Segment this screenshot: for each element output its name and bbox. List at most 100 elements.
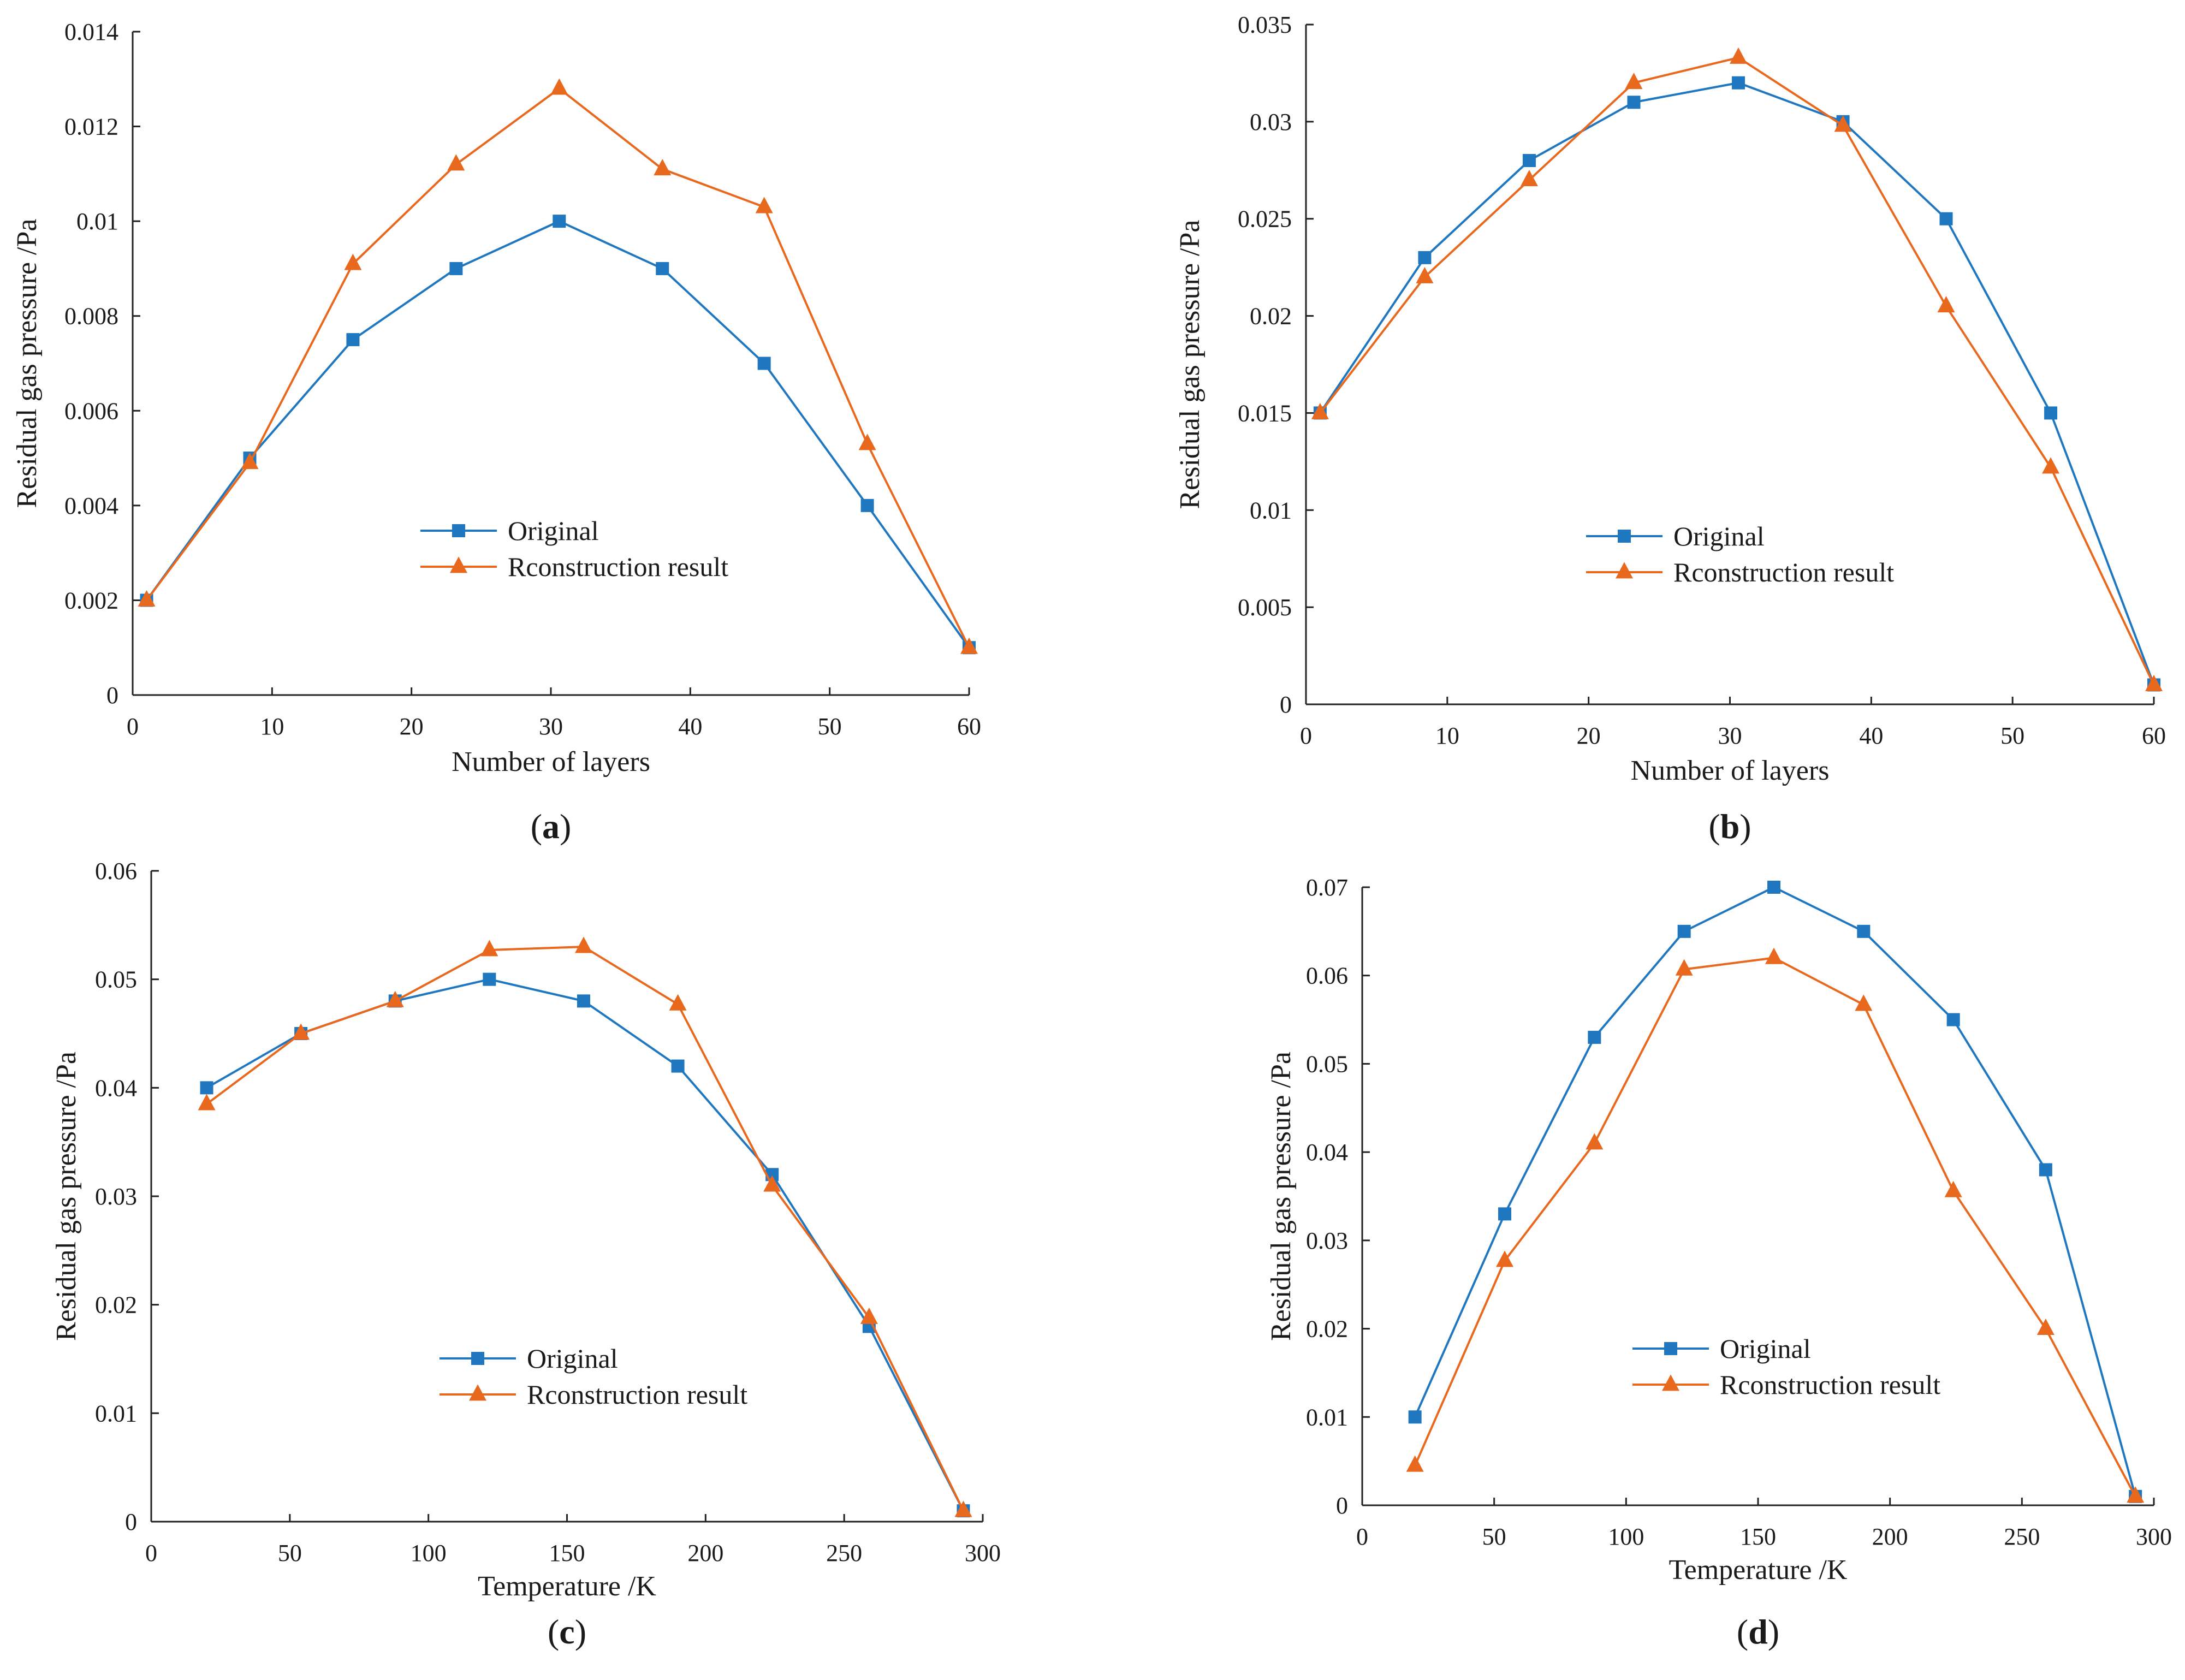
- series-line: [206, 978, 965, 1512]
- data-point: [1498, 1207, 1511, 1221]
- data-point: [292, 1023, 310, 1040]
- chart-panel-d: 0 0.01 0.02 0.03 0.04 0.05 0.06 0.07 0 50 100 150 20…: [1266, 874, 2172, 1651]
- x-tick-label: 20: [1577, 722, 1601, 749]
- data-point: [483, 972, 496, 986]
- data-point: [2127, 1486, 2145, 1503]
- panel-label: (d): [1737, 1612, 1779, 1651]
- y-tick-label: 0.01: [95, 1400, 137, 1427]
- x-tick-label: 200: [687, 1540, 723, 1566]
- data-point: [954, 1500, 972, 1517]
- y-axis-title: Residual gas pressure /Pa: [51, 1052, 82, 1341]
- data-point: [1730, 47, 1748, 64]
- x-tick-label: 150: [549, 1540, 585, 1566]
- chart-panel-c: 0 0.01 0.02 0.03 0.04 0.05 0.06 0 50 100 150 200 250…: [51, 858, 1001, 1651]
- panel-label: (c): [548, 1612, 586, 1651]
- x-tick-label: 250: [826, 1540, 862, 1566]
- data-point: [480, 940, 498, 957]
- data-point: [1767, 881, 1780, 894]
- data-point: [198, 1094, 216, 1111]
- data-point: [138, 590, 156, 607]
- legend-label: Rconstruction result: [527, 1379, 747, 1410]
- x-tick-label: 300: [965, 1540, 1001, 1566]
- x-axis-title: Temperature /K: [478, 1571, 656, 1602]
- data-point: [755, 197, 773, 213]
- x-tick-label: 30: [539, 713, 563, 740]
- data-point: [671, 1059, 685, 1073]
- data-point: [1732, 76, 1745, 90]
- data-point: [1937, 296, 1955, 313]
- chart-panel-a: 0 0.002 0.004 0.006 0.008 0.01 0.012 0.014 0 10 20…: [11, 19, 981, 846]
- y-tick-label: 0: [106, 682, 118, 709]
- data-point: [553, 215, 566, 228]
- legend-marker: [1618, 530, 1631, 543]
- x-tick-label: 20: [400, 713, 424, 740]
- x-tick-label: 60: [2142, 722, 2166, 749]
- data-point: [449, 262, 463, 275]
- data-point: [2036, 1318, 2055, 1335]
- y-tick-label: 0.05: [1306, 1050, 1348, 1077]
- x-tick-label: 60: [957, 713, 981, 740]
- series-reconstruction: [1406, 947, 2145, 1503]
- x-tick-label: 50: [818, 713, 842, 740]
- legend: Original Rconstruction result: [420, 515, 728, 582]
- data-point: [447, 154, 465, 171]
- y-tick-label: 0.04: [1306, 1139, 1348, 1166]
- series-line: [206, 946, 965, 1512]
- y-tick-label: 0.03: [1250, 109, 1292, 135]
- data-point: [200, 1081, 213, 1095]
- y-tick-label: 0: [125, 1509, 137, 1535]
- data-point: [656, 262, 669, 275]
- y-tick-label: 0.07: [1306, 874, 1348, 901]
- data-point: [1675, 959, 1693, 976]
- y-tick-label: 0.014: [64, 19, 118, 45]
- x-tick-label: 50: [278, 1540, 302, 1566]
- series-original: [1313, 76, 2160, 692]
- data-point: [1588, 1030, 1601, 1044]
- x-axis-title: Temperature /K: [1669, 1554, 1848, 1586]
- data-point: [1627, 96, 1641, 109]
- data-point: [1522, 154, 1536, 167]
- y-tick-label: 0.002: [64, 587, 118, 614]
- data-point: [574, 936, 592, 953]
- series-reconstruction: [1311, 47, 2163, 691]
- series-line: [1414, 886, 2137, 1497]
- data-point: [757, 357, 771, 370]
- x-axis-title: Number of layers: [1631, 755, 1830, 786]
- series-line: [1319, 81, 2155, 686]
- legend-label: Rconstruction result: [1720, 1369, 1940, 1400]
- data-point: [860, 498, 874, 512]
- x-tick-label: 0: [127, 713, 139, 740]
- panel-label: (a): [531, 807, 572, 846]
- data-point: [1311, 402, 1329, 419]
- data-point: [763, 1175, 781, 1192]
- y-tick-label: 0: [1336, 1492, 1348, 1519]
- series-original: [1408, 881, 2142, 1503]
- x-tick-label: 200: [1872, 1523, 1908, 1550]
- data-point: [1406, 1455, 1424, 1472]
- data-point: [654, 159, 672, 176]
- series-original: [200, 972, 970, 1518]
- data-point: [1586, 1133, 1604, 1150]
- data-point: [386, 990, 404, 1007]
- data-point: [577, 994, 590, 1008]
- data-point: [2145, 674, 2163, 691]
- legend-marker: [471, 1352, 484, 1365]
- y-tick-label: 0.05: [95, 966, 137, 993]
- x-tick-label: 10: [260, 713, 284, 740]
- y-tick-label: 0.012: [64, 114, 118, 140]
- x-tick-label: 0: [1300, 722, 1312, 749]
- y-axis-title: Residual gas pressure /Pa: [11, 218, 43, 508]
- data-point: [1520, 169, 1538, 186]
- data-point: [2044, 406, 2058, 420]
- y-tick-label: 0.04: [95, 1075, 137, 1101]
- legend-label: Original: [527, 1343, 618, 1374]
- legend-marker: [1662, 1374, 1679, 1391]
- y-tick-label: 0.005: [1238, 594, 1292, 621]
- x-tick-label: 300: [2136, 1523, 2172, 1550]
- y-tick-label: 0.01: [1306, 1404, 1348, 1430]
- data-point: [1416, 266, 1434, 283]
- x-tick-label: 100: [411, 1540, 447, 1566]
- y-tick-label: 0.004: [64, 492, 118, 519]
- data-point: [344, 253, 362, 270]
- y-tick-label: 0.006: [64, 397, 118, 424]
